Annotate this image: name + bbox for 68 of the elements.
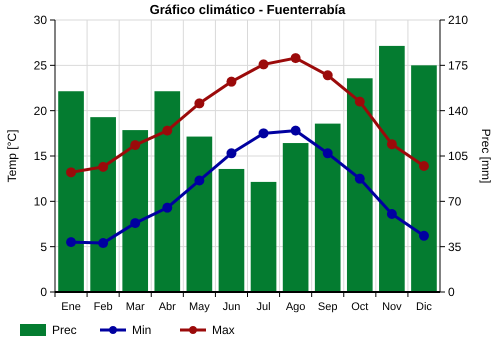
point xyxy=(162,202,172,213)
y-tick-label: 15 xyxy=(34,149,48,164)
point xyxy=(66,167,76,178)
x-tick-label: Dic xyxy=(416,301,432,313)
point xyxy=(386,139,397,150)
point xyxy=(98,162,108,172)
point xyxy=(418,230,429,241)
x-tick-label: Jun xyxy=(222,301,240,313)
bar xyxy=(58,91,84,292)
point xyxy=(194,98,204,108)
y2-tick-label: 105 xyxy=(448,149,468,164)
bar xyxy=(346,78,373,292)
point xyxy=(130,140,140,150)
bar xyxy=(122,130,148,292)
point xyxy=(354,174,365,184)
chart-title: Gráfico climático - Fuenterrabía xyxy=(150,2,346,17)
point xyxy=(258,59,269,70)
y-tick-label: 10 xyxy=(34,194,48,209)
point xyxy=(386,209,397,220)
bar xyxy=(379,46,405,292)
bar xyxy=(186,136,212,292)
point xyxy=(258,128,269,138)
y-axis-title: Temp [°C] xyxy=(5,130,19,182)
bar xyxy=(250,182,276,292)
x-tick-label: Oct xyxy=(351,301,368,313)
y-tick-label: 25 xyxy=(34,58,48,73)
point xyxy=(98,238,108,248)
x-tick-label: Feb xyxy=(94,301,113,313)
y2-tick-label: 35 xyxy=(448,240,462,254)
legend-label: Min xyxy=(132,323,152,338)
x-tick-label: Ene xyxy=(61,301,81,313)
point xyxy=(226,148,236,158)
x-tick-label: Jul xyxy=(256,301,271,313)
bar xyxy=(411,65,437,292)
bar xyxy=(90,117,116,292)
point xyxy=(322,70,333,80)
bar xyxy=(314,124,341,292)
x-tick-label: Nov xyxy=(382,301,402,313)
y2-tick-label: 210 xyxy=(448,13,468,28)
point xyxy=(354,96,365,107)
y2-axis-title: Prec [mm] xyxy=(479,128,493,184)
y2-tick-label: 175 xyxy=(448,58,468,73)
y2-tick-label: 140 xyxy=(448,104,468,118)
point xyxy=(162,126,172,136)
bar xyxy=(282,143,308,292)
point xyxy=(66,237,76,248)
y-tick-label: 30 xyxy=(34,13,48,28)
x-tick-label: May xyxy=(188,301,210,313)
y2-tick-label: 0 xyxy=(448,285,455,300)
y-tick-label: 20 xyxy=(34,104,48,118)
legend-label: Prec xyxy=(52,323,77,338)
y2-tick-label: 70 xyxy=(448,194,462,209)
bar xyxy=(218,168,244,292)
point xyxy=(290,53,301,64)
point xyxy=(290,126,301,136)
point xyxy=(226,76,236,87)
x-tick-label: Sep xyxy=(318,301,338,313)
legend-label: Max xyxy=(212,323,235,338)
point xyxy=(194,175,204,186)
bar xyxy=(154,91,180,292)
x-tick-label: Mar xyxy=(126,301,146,313)
y-tick-label: 0 xyxy=(40,285,48,300)
x-tick-label: Ago xyxy=(286,301,306,313)
point xyxy=(418,160,429,171)
point xyxy=(130,218,140,228)
point xyxy=(322,148,333,158)
y-tick-label: 5 xyxy=(40,240,48,254)
x-tick-label: Abr xyxy=(158,301,176,313)
